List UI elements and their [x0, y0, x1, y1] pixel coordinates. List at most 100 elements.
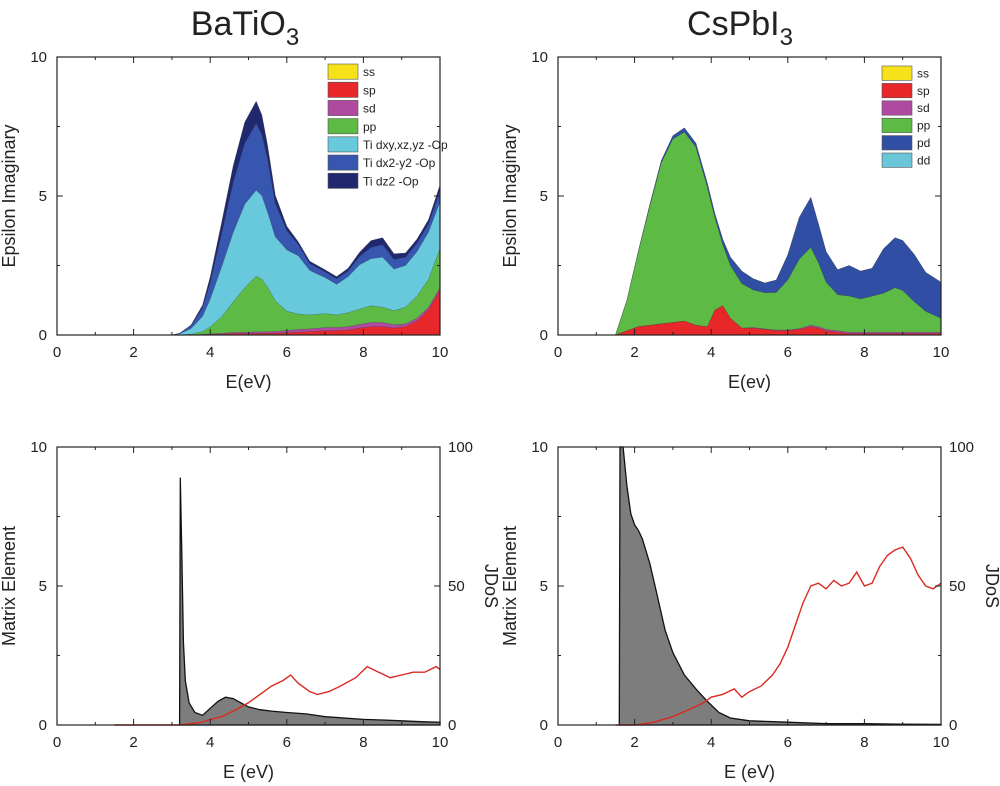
x-tick-label: 0 — [554, 344, 562, 361]
x-tick-label: 4 — [707, 734, 715, 751]
y-tick-label: 10 — [531, 439, 548, 456]
legend-swatch-ss — [881, 65, 913, 81]
area-pp — [615, 131, 942, 336]
legend-swatch-ti-dx2-y2-op — [327, 154, 359, 171]
matrix-element-area — [178, 477, 441, 726]
y-tick-label: 10 — [30, 49, 47, 66]
legend-swatch-sd — [881, 100, 913, 116]
x-tick-label: 8 — [359, 344, 367, 361]
x-tick-label: 6 — [283, 344, 291, 361]
x-axis-label: E (eV) — [724, 762, 775, 782]
x-tick-label: 6 — [784, 344, 792, 361]
y2-tick-label: 100 — [448, 439, 473, 456]
y-tick-label: 10 — [30, 439, 47, 456]
legend: ss sp sd pp pd dd — [881, 65, 931, 168]
legend-label: sd — [363, 102, 376, 116]
legend-label: sp — [363, 83, 376, 97]
area-sd — [171, 286, 441, 336]
y-axis-label: Epsilon Imaginary — [0, 124, 19, 267]
plot-frame — [557, 446, 942, 726]
legend-swatch-sd — [327, 100, 359, 116]
x-tick-label: 8 — [359, 734, 367, 751]
x-tick-label: 6 — [283, 734, 291, 751]
x-axis-label: E(ev) — [728, 372, 771, 392]
y2-tick-label: 50 — [949, 578, 966, 595]
y-axis-label: Matrix Element — [0, 526, 19, 646]
legend-label: dd — [917, 153, 930, 167]
legend-swatch-ti-dz2-op — [327, 172, 359, 189]
legend-label: ss — [363, 65, 375, 79]
x-axis-label: E (eV) — [223, 762, 274, 782]
legend-swatch-pp — [327, 118, 359, 135]
legend-label: sp — [917, 84, 930, 98]
x-tick-label: 8 — [860, 344, 868, 361]
x-axis-label: E(eV) — [225, 372, 271, 392]
x-tick-label: 2 — [630, 734, 638, 751]
x-tick-label: 2 — [129, 734, 137, 751]
plot-data — [57, 100, 441, 336]
x-tick-label: 8 — [860, 734, 868, 751]
y2-tick-label: 0 — [949, 717, 957, 734]
legend-label: Ti dx2-y2 -Op — [363, 156, 436, 170]
legend-swatch-sp — [327, 81, 359, 98]
y2-tick-label: 50 — [448, 578, 465, 595]
y-axis-label: Matrix Element — [500, 526, 520, 646]
plot-data — [615, 446, 942, 726]
y-tick-label: 5 — [39, 188, 47, 205]
legend-label: Ti dz2 -Op — [363, 174, 419, 188]
legend-swatch-pp — [881, 117, 913, 133]
cspbi3-epsilon-panel: 0 2 4 6 8 10 0 5 10 E(ev) Epsilon Imaginary ss sp sd p… — [500, 49, 949, 392]
jdos-line — [615, 546, 942, 726]
legend-label: pd — [917, 136, 930, 150]
x-tick-label: 4 — [206, 344, 214, 361]
x-tick-label: 10 — [432, 734, 449, 751]
x-tick-label: 2 — [129, 344, 137, 361]
y-tick-label: 0 — [39, 327, 47, 344]
legend-label: Ti dxy,xz,yz -Op — [363, 138, 448, 152]
legend-label: pp — [917, 119, 931, 133]
area-sp — [171, 289, 441, 336]
legend-label: sd — [917, 101, 930, 115]
x-tick-label: 0 — [53, 734, 61, 751]
legend-label: ss — [917, 66, 929, 80]
legend-swatch-pd — [881, 135, 913, 151]
y-tick-label: 5 — [540, 578, 548, 595]
plot-data — [558, 127, 942, 336]
x-tick-label: 4 — [707, 344, 715, 361]
jdos-line — [114, 665, 441, 726]
area-pp — [171, 248, 441, 336]
legend: ss sp sd pp Ti dxy,xz,yz -Op Ti dx2-y2 -Op Ti … — [327, 63, 448, 189]
y2-axis-label: JDoS — [481, 564, 501, 608]
y-tick-label: 0 — [540, 717, 548, 734]
title-cspbi3: CsPbI3 — [687, 5, 793, 51]
x-tick-label: 10 — [933, 344, 950, 361]
y-tick-label: 5 — [540, 188, 548, 205]
batio3-epsilon-panel: 0 2 4 6 8 10 0 5 10 E(eV) Epsilon Imaginary ss sp sd p… — [0, 49, 448, 392]
x-tick-label: 10 — [432, 344, 449, 361]
matrix-element-area — [618, 446, 942, 726]
y-tick-label: 10 — [531, 49, 548, 66]
legend-label: pp — [363, 120, 377, 134]
legend-swatch-ti-dxy-xz-yz-op — [327, 136, 359, 153]
x-tick-label: 6 — [784, 734, 792, 751]
y-tick-label: 0 — [540, 327, 548, 344]
x-tick-label: 0 — [554, 734, 562, 751]
x-tick-label: 0 — [53, 344, 61, 361]
plot-frame — [56, 446, 441, 726]
x-tick-label: 10 — [933, 734, 950, 751]
title-batio3: BaTiO3 — [191, 5, 299, 51]
y-axis-label: Epsilon Imaginary — [500, 124, 520, 267]
y-tick-label: 5 — [39, 578, 47, 595]
plot-data — [114, 477, 441, 726]
legend-swatch-dd — [881, 152, 913, 168]
legend-swatch-sp — [881, 83, 913, 99]
legend-swatch-ss — [327, 63, 359, 80]
y2-tick-label: 100 — [949, 439, 974, 456]
y-tick-label: 0 — [39, 717, 47, 734]
x-tick-label: 4 — [206, 734, 214, 751]
y2-axis-label: JDoS — [982, 564, 1000, 608]
y2-tick-label: 0 — [448, 717, 456, 734]
